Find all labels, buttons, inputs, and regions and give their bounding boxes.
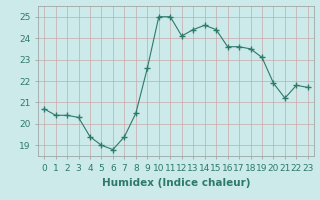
X-axis label: Humidex (Indice chaleur): Humidex (Indice chaleur): [102, 178, 250, 188]
